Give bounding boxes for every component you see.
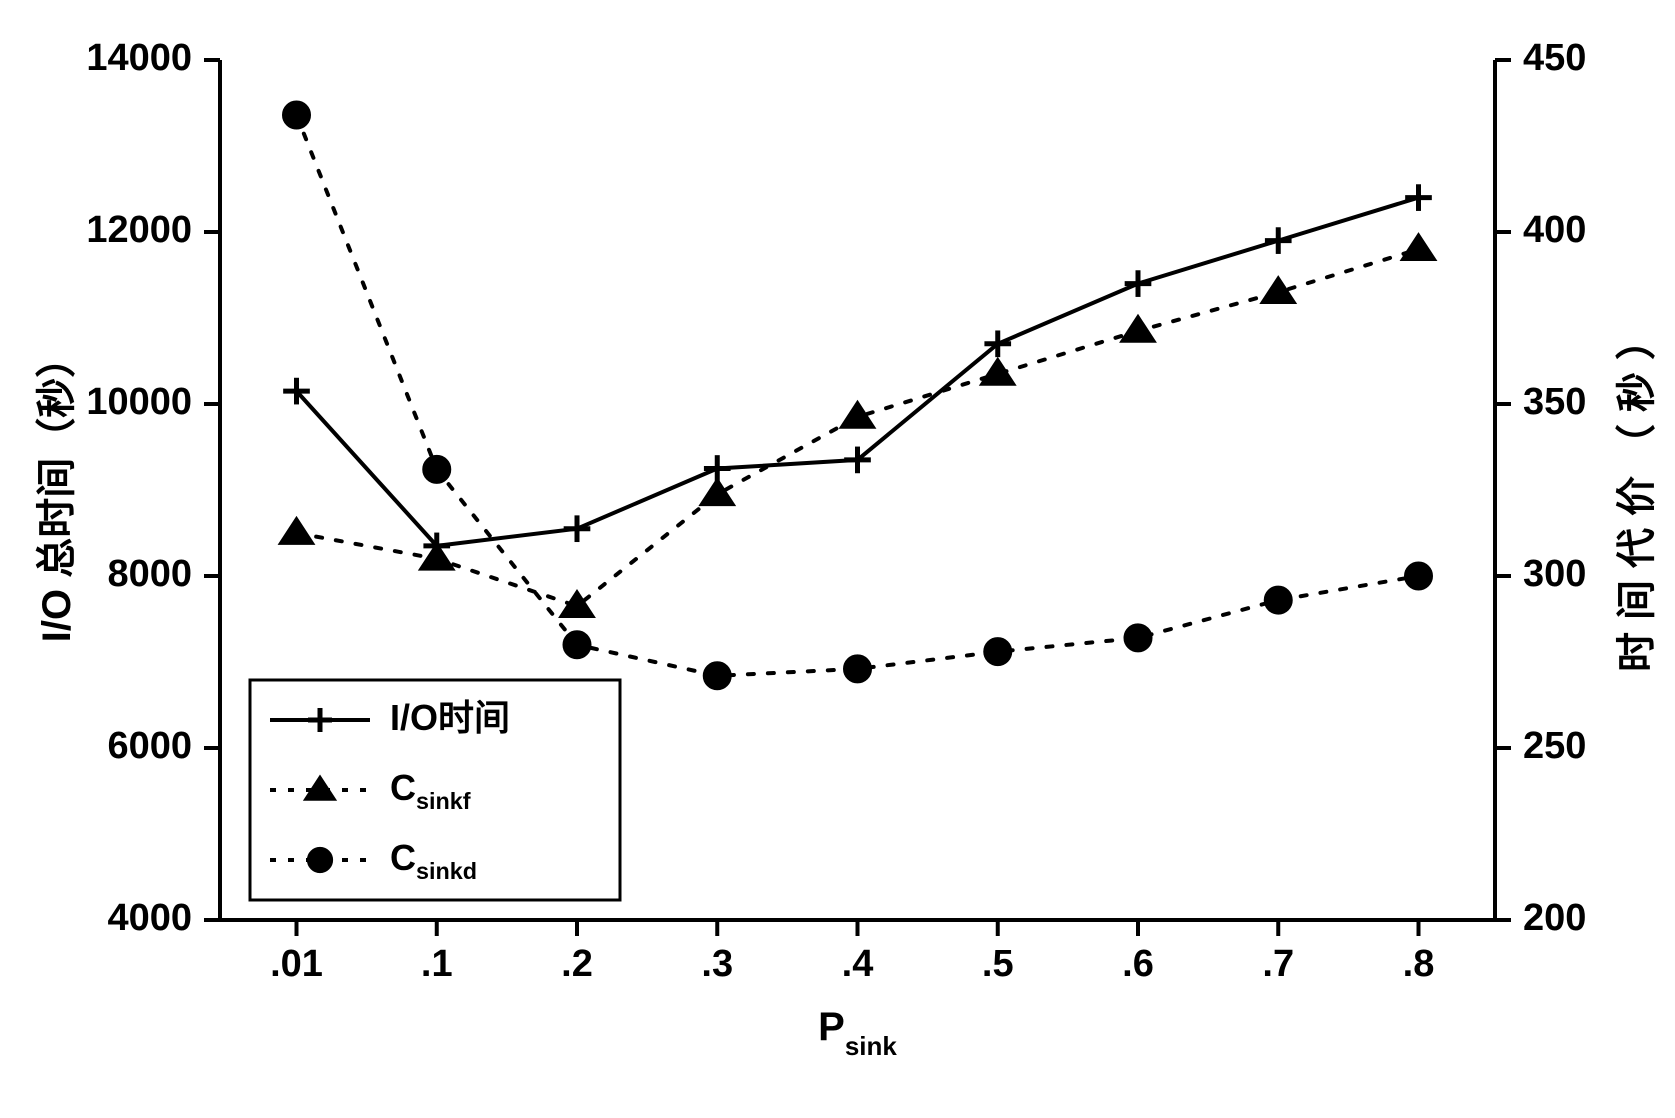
- svg-text:.1: .1: [421, 943, 453, 985]
- svg-text:350: 350: [1523, 381, 1586, 423]
- line-chart: 4000 6000 8000 10000 12000 14000 200 250 300 350 4…: [20, 20, 1675, 1098]
- svg-text:200: 200: [1523, 897, 1586, 939]
- svg-text:.2: .2: [561, 943, 593, 985]
- svg-text:.6: .6: [1122, 943, 1154, 985]
- svg-text:14000: 14000: [86, 37, 192, 79]
- svg-text:250: 250: [1523, 725, 1586, 767]
- chart-container: 4000 6000 8000 10000 12000 14000 200 250 300 350 4…: [20, 20, 1675, 1098]
- svg-text:时间代价（秒）: 时间代价（秒）: [1615, 308, 1659, 672]
- svg-text:.5: .5: [982, 943, 1014, 985]
- svg-text:450: 450: [1523, 37, 1586, 79]
- svg-text:300: 300: [1523, 553, 1586, 595]
- svg-text:.3: .3: [701, 943, 733, 985]
- svg-text:.8: .8: [1403, 943, 1435, 985]
- svg-text:.01: .01: [270, 943, 323, 985]
- svg-text:Psink: Psink: [818, 1005, 897, 1061]
- svg-text:6000: 6000: [107, 725, 192, 767]
- svg-text:.4: .4: [842, 943, 874, 985]
- svg-text:I/O时间: I/O时间: [390, 697, 510, 738]
- svg-text:I/O 总时间（秒）: I/O 总时间（秒）: [35, 338, 79, 642]
- svg-text:8000: 8000: [107, 553, 192, 595]
- svg-text:4000: 4000: [107, 897, 192, 939]
- svg-text:400: 400: [1523, 209, 1586, 251]
- svg-text:12000: 12000: [86, 209, 192, 251]
- svg-text:.7: .7: [1262, 943, 1294, 985]
- svg-text:10000: 10000: [86, 381, 192, 423]
